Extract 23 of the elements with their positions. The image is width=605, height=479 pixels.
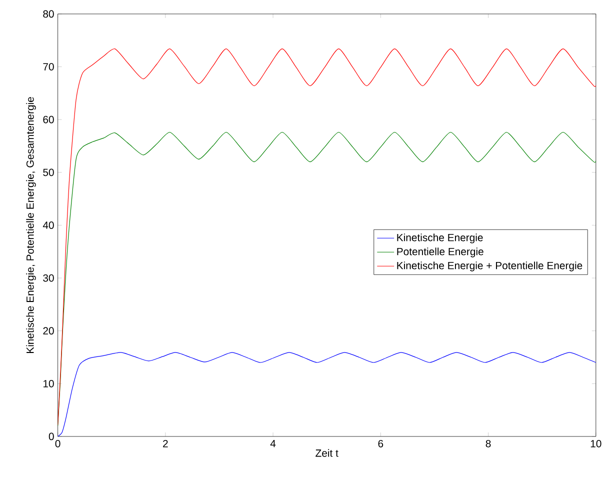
y-tick-label: 30 bbox=[43, 274, 54, 282]
y-tick-label: 60 bbox=[43, 116, 54, 124]
x-tick-label: 4 bbox=[270, 440, 276, 447]
y-tick-label: 70 bbox=[43, 62, 54, 70]
x-tick-label: 10 bbox=[590, 440, 602, 448]
y-tick-label: 10 bbox=[43, 380, 54, 388]
x-tick-label: 6 bbox=[378, 440, 384, 448]
x-tick-label: 2 bbox=[163, 440, 168, 448]
x-tick-label: 0 bbox=[55, 440, 60, 448]
line-series bbox=[58, 48, 596, 425]
x-tick-label: 8 bbox=[486, 440, 491, 448]
y-axis-title: Kinetische Energie, Potentielle Energie, Gesamtenergie bbox=[26, 96, 36, 353]
line-series bbox=[58, 132, 596, 426]
y-tick-label: 20 bbox=[43, 327, 54, 334]
y-tick-label: 40 bbox=[42, 221, 54, 229]
line-series bbox=[58, 352, 596, 436]
x-axis-title: Zeit t bbox=[316, 449, 338, 457]
legend-label: Kinetische Energie + Potentielle Energie bbox=[397, 261, 582, 272]
y-tick-label: 80 bbox=[43, 10, 54, 18]
y-tick-label: 0 bbox=[48, 432, 54, 440]
legend-label: Kinetische Energie bbox=[397, 233, 483, 244]
y-tick-label: 50 bbox=[43, 168, 54, 176]
legend-label: Potentielle Energie bbox=[397, 247, 484, 258]
